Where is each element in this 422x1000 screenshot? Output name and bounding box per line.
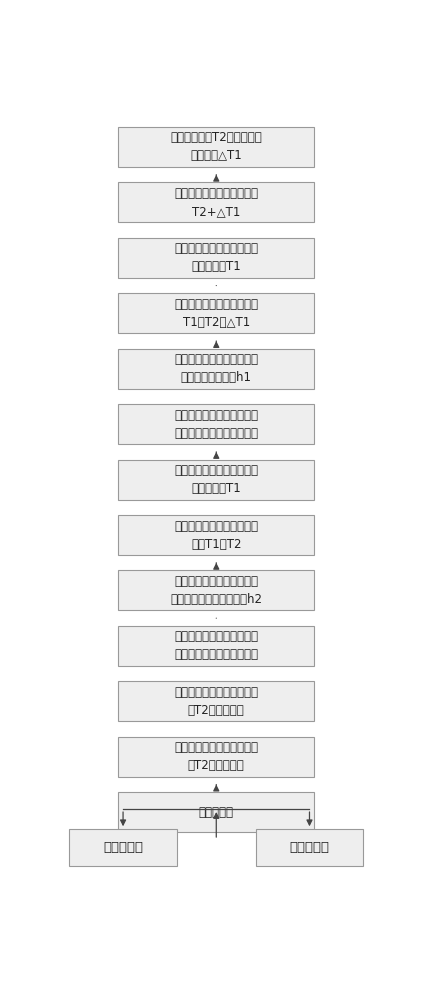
Text: 水量动态调整，实现卷取温
度T2按目标控制: 水量动态调整，实现卷取温 度T2按目标控制	[174, 686, 258, 717]
FancyBboxPatch shape	[118, 626, 314, 666]
FancyBboxPatch shape	[118, 792, 314, 832]
Text: 终轧高温计测得带钢头部的
终轧温度为T1: 终轧高温计测得带钢头部的 终轧温度为T1	[174, 242, 258, 273]
FancyBboxPatch shape	[118, 238, 314, 278]
Text: 计算带钢头部要冷却的温度
T1－T2－△T1: 计算带钢头部要冷却的温度 T1－T2－△T1	[174, 298, 258, 329]
FancyBboxPatch shape	[118, 349, 314, 389]
Text: 长期自学习: 长期自学习	[289, 841, 330, 854]
FancyBboxPatch shape	[118, 515, 314, 555]
FancyBboxPatch shape	[256, 829, 363, 866]
FancyBboxPatch shape	[118, 681, 314, 721]
FancyBboxPatch shape	[118, 460, 314, 500]
FancyBboxPatch shape	[118, 127, 314, 167]
Text: 计算卷取温度T2和阶梯冷却
补偿温度△T1: 计算卷取温度T2和阶梯冷却 补偿温度△T1	[170, 131, 262, 162]
FancyBboxPatch shape	[118, 182, 314, 222]
FancyBboxPatch shape	[118, 293, 314, 333]
Text: 终轧高温计测得带钢中尾部
的终轧温度T1: 终轧高温计测得带钢中尾部 的终轧温度T1	[174, 464, 258, 495]
FancyBboxPatch shape	[69, 829, 177, 866]
Text: 计算带钢头部目标控制温度
T2+△T1: 计算带钢头部目标控制温度 T2+△T1	[174, 187, 258, 218]
FancyBboxPatch shape	[118, 737, 314, 777]
Text: 层流冷却控制模型积分计算
带钢中尾部层流冷却水量h2: 层流冷却控制模型积分计算 带钢中尾部层流冷却水量h2	[170, 575, 262, 606]
Text: 层流冷却控制模型计算带钢
头部层流冷却水量h1: 层流冷却控制模型计算带钢 头部层流冷却水量h1	[174, 353, 258, 384]
Text: 自学习修正: 自学习修正	[199, 806, 234, 819]
FancyBboxPatch shape	[118, 404, 314, 444]
Text: 水量动态调整，实现卷取温
度T2按目标控制: 水量动态调整，实现卷取温 度T2按目标控制	[174, 741, 258, 772]
Text: 短期自学习: 短期自学习	[103, 841, 143, 854]
Text: 层流冷却控制模型中的冷却
策略决定层流冷却水组分布: 层流冷却控制模型中的冷却 策略决定层流冷却水组分布	[174, 409, 258, 440]
Text: 层流冷却控制模型中的冷却
策略决定层流冷却水组分布: 层流冷却控制模型中的冷却 策略决定层流冷却水组分布	[174, 630, 258, 661]
FancyBboxPatch shape	[118, 570, 314, 610]
Text: 计算带钢中尾部需要冷却的
温度T1－T2: 计算带钢中尾部需要冷却的 温度T1－T2	[174, 520, 258, 551]
